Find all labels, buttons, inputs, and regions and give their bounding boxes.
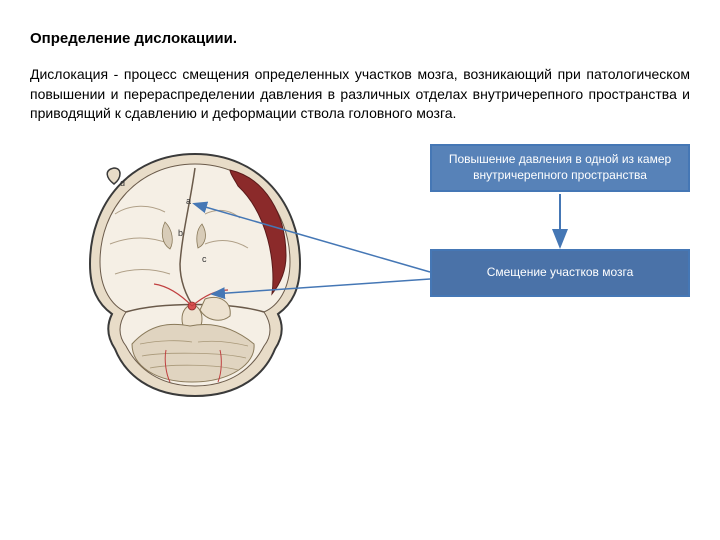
fig-label-d: d bbox=[120, 178, 125, 188]
brain-illustration: a b c d bbox=[70, 144, 320, 404]
page-title: Определение дислокациии. bbox=[30, 30, 690, 47]
box-brain-shift: Смещение участков мозга bbox=[430, 249, 690, 297]
fig-label-a: a bbox=[186, 196, 191, 206]
definition-text: Дислокация - процесс смещения определенн… bbox=[30, 65, 690, 124]
box-pressure-increase: Повышение давления в одной из камер внут… bbox=[430, 144, 690, 192]
diagram-area: a b c d Повышение давления в одной из ка… bbox=[30, 134, 690, 454]
fig-label-c: c bbox=[202, 254, 207, 264]
fig-label-b: b bbox=[178, 228, 183, 238]
